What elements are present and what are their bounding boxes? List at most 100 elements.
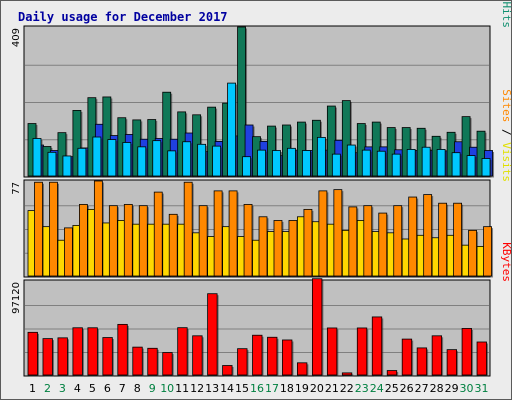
day-label-11: 11 [175,382,189,395]
bar-kbytes-day-7 [117,323,128,376]
bar-sites-day-23 [363,205,373,277]
bar-kbytes-day-10 [162,352,173,376]
bar-kbytes-day-21 [326,327,338,376]
bar-pages-day-28 [436,149,446,177]
bar-kbytes-day-11 [177,327,188,376]
bar-sites-day-20 [318,190,328,277]
bar-hits-day-10 [162,91,172,177]
bar-pages-day-5 [92,136,102,177]
day-label-12: 12 [190,382,204,395]
day-label-13: 13 [205,382,219,395]
day-label-29: 29 [445,382,459,395]
day-label-3: 3 [59,382,66,395]
day-label-15: 15 [235,382,249,395]
day-label-4: 4 [74,382,81,395]
bar-sites-day-17 [273,220,283,277]
bar-sites-day-15 [243,204,253,277]
day-label-10: 10 [160,382,174,395]
day-label-18: 18 [280,382,294,395]
bar-sites-day-26 [408,196,418,277]
bar-sites-day-21 [333,189,343,277]
bar-pages-day-3 [62,155,72,177]
bar-hits-day-19 [297,121,306,177]
day-label-31: 31 [475,382,489,395]
max-label-visits: 77 [11,182,22,195]
day-label-2: 2 [44,382,51,395]
bar-sites-day-8 [138,205,148,277]
max-label-hits: 409 [11,28,22,47]
day-label-27: 27 [415,382,429,395]
bar-kbytes-day-3 [57,337,68,376]
bar-kbytes-day-26 [401,338,413,376]
bar-kbytes-day-29 [446,349,457,376]
bar-kbytes-day-16 [252,334,263,376]
bar-sites-day-1 [34,181,43,277]
day-label-23: 23 [355,382,369,395]
bar-kbytes-day-6 [102,337,113,376]
max-label-kbytes: 97120 [11,282,22,314]
day-label-22: 22 [340,382,354,395]
bar-sites-day-27 [423,194,433,277]
bar-sites-day-2 [49,181,58,277]
panel-hits: 409 Pages / Files / Hits [11,0,512,178]
bar-hits-day-30 [461,116,471,177]
day-label-5: 5 [89,382,96,395]
bar-kbytes-day-24 [371,316,383,376]
bar-pages-day-12 [197,143,207,177]
day-label-1: 1 [29,382,36,395]
bar-pages-day-27 [421,146,431,177]
bar-kbytes-day-23 [356,327,368,376]
axis-title-kbytes: KBytes [500,242,512,282]
axis-title-separator: / [500,122,512,142]
day-label-8: 8 [134,382,141,395]
bar-kbytes-day-27 [416,347,428,376]
bar-sites-day-4 [79,204,88,277]
bar-pages-day-24 [376,150,386,177]
bar-kbytes-day-25 [386,370,398,376]
day-label-14: 14 [220,382,234,395]
day-label-25: 25 [385,382,399,395]
axis-title-hits: Pages / Files / Hits [500,0,512,28]
bar-sites-day-10 [168,213,178,277]
bar-shadow [343,374,354,377]
axis-title-word: KBytes [500,242,512,282]
bar-kbytes-day-4 [72,327,83,376]
bar-pages-day-16 [257,149,266,177]
bar-kbytes-day-18 [282,339,293,376]
bar-pages-day-21 [331,153,341,177]
chart-title: Daily usage for December 2017 [18,10,228,24]
bar-pages-day-30 [466,155,476,177]
bar-kbytes-day-19 [297,362,308,376]
bar-pages-day-15 [242,156,251,177]
bar-kbytes-day-30 [461,328,472,376]
bar-sites-day-22 [348,206,358,277]
bar-kbytes-day-2 [42,338,53,376]
bar-pages-day-13 [212,145,222,177]
axis-title-visits: Sites / Visits [500,89,512,182]
bar-pages-day-8 [137,146,147,177]
day-label-6: 6 [104,382,111,395]
bar-kbytes-day-22 [341,372,353,376]
bar-pages-day-31 [481,158,491,177]
bar-sites-day-3 [64,227,73,277]
day-label-26: 26 [400,382,414,395]
bar-sites-day-9 [153,191,163,277]
bar-pages-day-17 [272,150,281,177]
bar-pages-day-18 [287,147,296,177]
bar-kbytes-day-9 [147,347,158,376]
bar-pages-day-26 [406,149,416,177]
bar-kbytes-day-13 [207,293,218,376]
bar-sites-day-7 [123,204,133,277]
bar-pages-day-7 [122,142,132,177]
bar-kbytes-day-15 [237,348,248,376]
day-label-17: 17 [265,382,279,395]
day-label-21: 21 [325,382,339,395]
bar-kbytes-day-12 [192,335,203,376]
bar-sites-day-11 [183,181,193,277]
bar-pages-day-14 [227,82,236,177]
bar-sites-day-6 [108,205,118,277]
bar-pages-day-19 [302,150,311,177]
bar-sites-day-18 [288,220,298,277]
bar-sites-day-28 [438,202,448,277]
